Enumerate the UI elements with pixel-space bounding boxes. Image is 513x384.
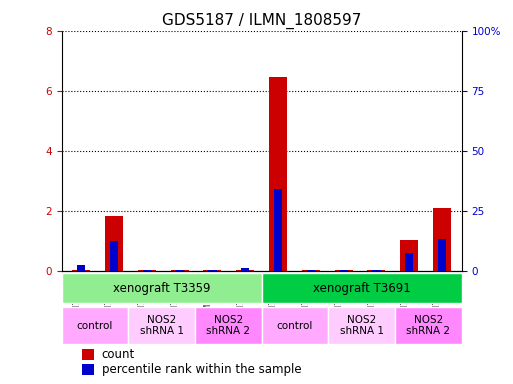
Title: GDS5187 / ILMN_1808597: GDS5187 / ILMN_1808597: [162, 13, 361, 29]
Text: percentile rank within the sample: percentile rank within the sample: [102, 363, 301, 376]
Bar: [367, 270, 385, 271]
Text: control: control: [277, 321, 313, 331]
Text: NOS2
shRNA 2: NOS2 shRNA 2: [406, 315, 450, 336]
Text: NOS2
shRNA 1: NOS2 shRNA 1: [140, 315, 184, 336]
Text: GSM737532: GSM737532: [171, 274, 180, 321]
Text: xenograft T3359: xenograft T3359: [113, 281, 210, 295]
Text: xenograft T3691: xenograft T3691: [313, 281, 410, 295]
FancyBboxPatch shape: [262, 307, 328, 344]
Bar: [340, 270, 348, 271]
Text: GSM737530: GSM737530: [105, 274, 114, 321]
FancyBboxPatch shape: [62, 307, 128, 344]
Bar: [204, 270, 222, 271]
Bar: [241, 268, 249, 271]
Text: NOS2
shRNA 2: NOS2 shRNA 2: [206, 315, 250, 336]
Bar: [82, 349, 93, 360]
FancyBboxPatch shape: [262, 273, 462, 303]
Bar: [171, 270, 189, 271]
Bar: [236, 270, 254, 271]
Bar: [110, 241, 118, 271]
Bar: [72, 270, 90, 271]
Bar: [372, 270, 381, 271]
Bar: [433, 208, 451, 271]
FancyBboxPatch shape: [62, 273, 262, 303]
FancyBboxPatch shape: [395, 307, 462, 344]
Text: GSM737535: GSM737535: [433, 274, 442, 321]
Text: control: control: [77, 321, 113, 331]
Text: GSM737524: GSM737524: [72, 274, 81, 321]
Bar: [269, 77, 287, 271]
Bar: [438, 239, 446, 271]
Bar: [307, 270, 315, 271]
FancyBboxPatch shape: [195, 307, 262, 344]
Text: GSM737526: GSM737526: [138, 274, 147, 321]
Bar: [208, 270, 216, 271]
Text: count: count: [102, 348, 135, 361]
Bar: [77, 265, 85, 271]
Bar: [143, 270, 151, 271]
Bar: [302, 270, 320, 271]
Bar: [138, 270, 156, 271]
Text: GSM737525: GSM737525: [269, 274, 278, 321]
Text: GSM737534: GSM737534: [236, 274, 245, 321]
Bar: [400, 240, 418, 271]
FancyBboxPatch shape: [328, 307, 395, 344]
Bar: [274, 189, 282, 271]
Text: GSM737529: GSM737529: [400, 274, 409, 321]
Bar: [82, 364, 93, 375]
Text: NOS2
shRNA 1: NOS2 shRNA 1: [340, 315, 384, 336]
Bar: [175, 270, 184, 271]
Bar: [405, 253, 413, 271]
FancyBboxPatch shape: [128, 307, 195, 344]
Text: GSM737531: GSM737531: [302, 274, 311, 321]
Text: GSM737528: GSM737528: [204, 274, 212, 320]
Bar: [334, 270, 352, 271]
Bar: [105, 215, 123, 271]
Text: GSM737527: GSM737527: [334, 274, 344, 321]
Text: GSM737533: GSM737533: [367, 274, 377, 321]
